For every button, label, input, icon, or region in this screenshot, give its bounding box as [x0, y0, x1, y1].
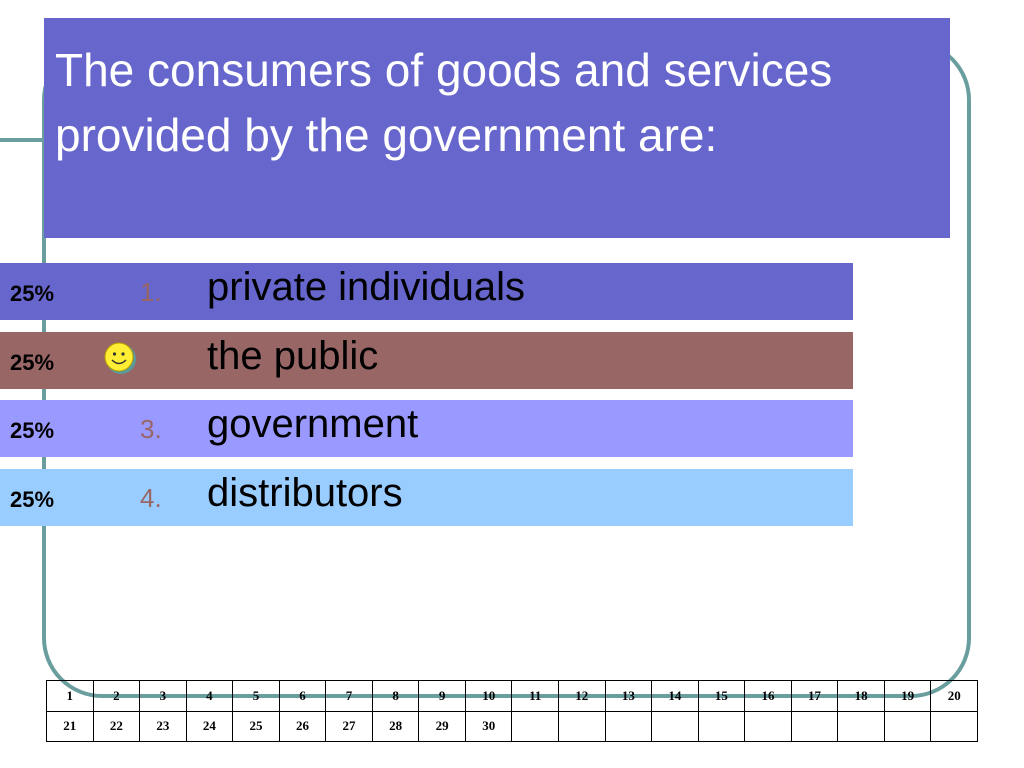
option-row: 25% the public: [0, 332, 853, 389]
title: The consumers of goods and services prov…: [55, 44, 833, 161]
rule: [0, 138, 44, 142]
option-row: 25% 1. private individuals: [0, 263, 853, 320]
grid-cell: 22: [92, 710, 141, 742]
grid-cell: 14: [651, 680, 699, 712]
option-number: 3.: [140, 414, 162, 444]
grid-cell: 5: [232, 680, 280, 712]
grid-cell: 7: [325, 680, 373, 712]
option-percent: 25%: [10, 487, 55, 512]
grid-cell: 4: [185, 680, 234, 712]
grid-cell-empty: [744, 710, 792, 742]
grid-cell: 17: [790, 680, 839, 712]
grid-cell: 24: [185, 710, 234, 742]
grid-cell: 13: [604, 680, 653, 712]
option-text: distributors: [207, 471, 403, 515]
grid-row: 1 2 3 4 5 6 7 8 9 10 11 12 13 14 15 16 17 18 19 20: [46, 680, 978, 712]
grid-cell: 19: [883, 680, 932, 712]
option-percent: 25%: [10, 350, 55, 375]
option-percent: 25%: [10, 281, 55, 306]
grid-cell: 15: [697, 680, 746, 712]
response-grid: 1 2 3 4 5 6 7 8 9 10 11 12 13 14 15 16 17 18 19 20 21 22 23 24 2…: [46, 680, 978, 742]
grid-cell: 28: [371, 710, 420, 742]
smiley-icon: [104, 342, 136, 374]
grid-cell-empty: [790, 710, 839, 742]
option-row: 25% 4. distributors: [0, 469, 853, 526]
option-percent: 25%: [10, 418, 55, 443]
grid-row: 21 22 23 24 25 26 27 28 29 30: [46, 710, 978, 742]
grid-cell: 26: [278, 710, 327, 742]
grid-cell: 11: [511, 680, 560, 712]
grid-cell: 29: [418, 710, 466, 742]
grid-cell: 25: [232, 710, 280, 742]
grid-cell: 21: [46, 710, 94, 742]
grid-cell: 10: [464, 680, 513, 712]
grid-cell-empty: [930, 710, 978, 742]
grid-cell: 3: [139, 680, 187, 712]
grid-cell: 8: [371, 680, 420, 712]
grid-cell-empty: [837, 710, 885, 742]
grid-cell-empty: [604, 710, 653, 742]
grid-cell-empty: [651, 710, 699, 742]
option-text: government: [207, 402, 419, 446]
title-bar: [44, 18, 950, 238]
grid-cell: 18: [837, 680, 885, 712]
grid-cell-empty: [883, 710, 932, 742]
grid-cell: 23: [139, 710, 187, 742]
grid-cell-empty: [697, 710, 746, 742]
grid-cell-empty: [558, 710, 606, 742]
grid-cell: 16: [744, 680, 792, 712]
grid-cell-empty: [511, 710, 560, 742]
option-number: 4.: [140, 483, 162, 513]
option-number: 1.: [140, 277, 162, 307]
option-text: private individuals: [207, 265, 525, 309]
grid-cell: 6: [278, 680, 327, 712]
grid-cell: 30: [464, 710, 513, 742]
grid-cell: 12: [558, 680, 606, 712]
grid-cell: 27: [325, 710, 373, 742]
option-row: 25% 3. government: [0, 400, 853, 457]
grid-cell: 1: [46, 680, 94, 712]
option-text: the public: [207, 334, 379, 378]
grid-cell: 20: [930, 680, 978, 712]
grid-cell: 2: [92, 680, 141, 712]
grid-cell: 9: [418, 680, 466, 712]
